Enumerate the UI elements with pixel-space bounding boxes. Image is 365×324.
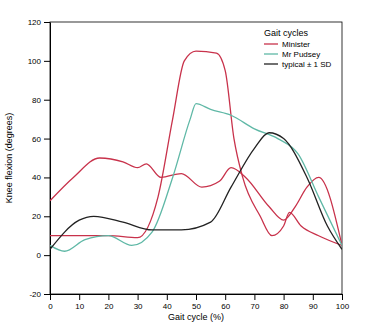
x-tick-mark (138, 294, 139, 300)
x-tick-label: 80 (280, 302, 289, 311)
x-tick-label: 20 (104, 302, 113, 311)
x-tick-mark (313, 294, 314, 300)
x-tick-label: 70 (250, 302, 259, 311)
x-tick: 30 (134, 294, 143, 311)
y-tick-label: 40 (32, 173, 41, 182)
series-line (50, 104, 342, 252)
plot-frame (50, 22, 342, 294)
y-tick-mark (44, 100, 50, 101)
y-tick-mark (44, 61, 50, 62)
legend-swatch (264, 63, 278, 64)
x-tick: 50 (192, 294, 201, 311)
x-tick: 20 (104, 294, 113, 311)
x-tick-label: 40 (163, 302, 172, 311)
x-tick: 0 (48, 294, 53, 311)
y-tick-mark (44, 255, 50, 256)
x-tick: 10 (75, 294, 84, 311)
y-tick: 60 (32, 135, 50, 144)
y-tick: 0 (37, 251, 50, 260)
x-tick-label: 50 (192, 302, 201, 311)
x-tick-label: 0 (48, 302, 53, 311)
x-tick: 100 (336, 294, 350, 311)
y-tick-label: 80 (32, 96, 41, 105)
y-tick-label: 100 (28, 57, 42, 66)
y-axis-title: Knee flexion (degrees) (4, 113, 14, 204)
x-tick-mark (79, 294, 80, 300)
x-tick-label: 60 (221, 302, 230, 311)
y-tick: 20 (32, 212, 50, 221)
x-tick-mark (284, 294, 285, 300)
x-tick-label: 100 (336, 302, 350, 311)
x-tick: 90 (309, 294, 318, 311)
y-tick: 100 (28, 57, 50, 66)
y-tick-label: 0 (37, 251, 42, 260)
y-tick-label: 60 (32, 135, 41, 144)
x-tick-mark (167, 294, 168, 300)
y-axis-line (50, 23, 51, 295)
x-tick: 40 (163, 294, 172, 311)
series-line (50, 133, 342, 250)
y-tick: 40 (32, 173, 50, 182)
legend: Gait cycles MinisterMr Pudseytypical ± 1 … (264, 28, 332, 69)
x-tick-label: 90 (309, 302, 318, 311)
y-tick-label: 20 (32, 212, 41, 221)
legend-swatch (264, 53, 278, 54)
x-tick-mark (254, 294, 255, 300)
series-line (50, 158, 342, 245)
y-tick-label: 120 (28, 18, 42, 27)
x-tick: 70 (250, 294, 259, 311)
x-tick: 80 (280, 294, 289, 311)
legend-title: Gait cycles (264, 28, 309, 38)
x-tick-mark (108, 294, 109, 300)
legend-label: Mr Pudsey (282, 50, 320, 59)
y-tick-mark (44, 177, 50, 178)
legend-label: Minister (282, 40, 310, 49)
y-tick-mark (44, 294, 50, 295)
legend-swatch (264, 43, 278, 44)
y-tick-mark (44, 216, 50, 217)
x-tick-label: 30 (134, 302, 143, 311)
y-tick: 80 (32, 96, 50, 105)
x-tick-mark (342, 294, 343, 300)
x-axis-title: Gait cycle (%) (168, 312, 224, 322)
legend-label: typical ± 1 SD (282, 60, 332, 69)
y-tick-label: -20 (29, 290, 41, 299)
y-tick: -20 (29, 290, 50, 299)
y-tick-mark (44, 139, 50, 140)
y-tick: 120 (28, 18, 50, 27)
chart: 0 10 20 30 40 50 60 70 80 90 100 -20 0 20 40 60 80 100 120… (0, 0, 365, 324)
y-axis: -20 0 20 40 60 80 100 120 (28, 18, 51, 299)
x-tick-label: 10 (75, 302, 84, 311)
x-tick: 60 (221, 294, 230, 311)
x-axis: 0 10 20 30 40 50 60 70 80 90 100 (48, 294, 349, 311)
plot-area (50, 51, 342, 251)
y-tick-mark (44, 22, 50, 23)
x-tick-mark (50, 294, 51, 300)
x-tick-mark (225, 294, 226, 300)
x-tick-mark (196, 294, 197, 300)
